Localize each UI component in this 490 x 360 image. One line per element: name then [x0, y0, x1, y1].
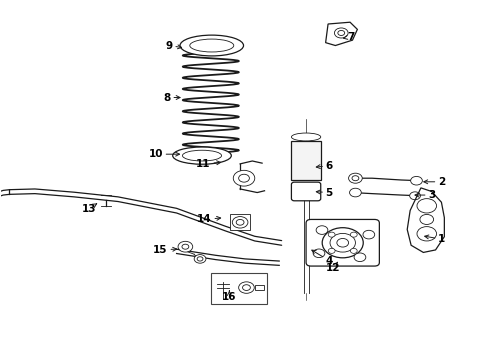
Text: 10: 10: [148, 149, 179, 159]
Text: 5: 5: [316, 188, 333, 198]
FancyBboxPatch shape: [306, 220, 379, 266]
Ellipse shape: [180, 35, 244, 56]
Text: 13: 13: [81, 204, 97, 214]
Ellipse shape: [292, 133, 321, 141]
Bar: [211, 273, 267, 304]
Text: 12: 12: [326, 262, 340, 273]
Circle shape: [420, 215, 434, 225]
Circle shape: [350, 232, 357, 237]
Text: 16: 16: [222, 291, 237, 302]
Text: 3: 3: [415, 190, 436, 200]
Circle shape: [348, 173, 362, 183]
Circle shape: [417, 199, 437, 213]
Text: 14: 14: [197, 215, 220, 224]
Circle shape: [350, 248, 357, 253]
Circle shape: [239, 282, 254, 293]
Text: 2: 2: [424, 177, 445, 187]
Text: 6: 6: [316, 161, 333, 171]
Circle shape: [194, 255, 206, 263]
Circle shape: [411, 176, 422, 185]
Circle shape: [178, 241, 193, 252]
Circle shape: [233, 170, 255, 186]
Circle shape: [410, 192, 420, 200]
Text: 8: 8: [164, 93, 180, 103]
Circle shape: [354, 253, 366, 262]
Text: 11: 11: [196, 159, 220, 169]
Text: 7: 7: [343, 32, 355, 41]
Circle shape: [313, 249, 325, 258]
FancyBboxPatch shape: [292, 182, 321, 201]
Text: 9: 9: [166, 41, 182, 50]
Text: 1: 1: [425, 234, 445, 244]
Circle shape: [334, 28, 348, 38]
Circle shape: [349, 188, 361, 197]
Circle shape: [232, 217, 248, 228]
Circle shape: [328, 232, 335, 237]
Ellipse shape: [172, 147, 231, 164]
Circle shape: [417, 226, 437, 241]
Text: 4: 4: [312, 250, 333, 266]
Circle shape: [316, 226, 328, 234]
Bar: [230, 215, 250, 230]
Circle shape: [363, 230, 375, 239]
Circle shape: [328, 248, 335, 253]
Bar: [255, 285, 264, 291]
Text: 15: 15: [153, 245, 177, 255]
Circle shape: [322, 228, 363, 258]
Bar: [292, 140, 321, 180]
